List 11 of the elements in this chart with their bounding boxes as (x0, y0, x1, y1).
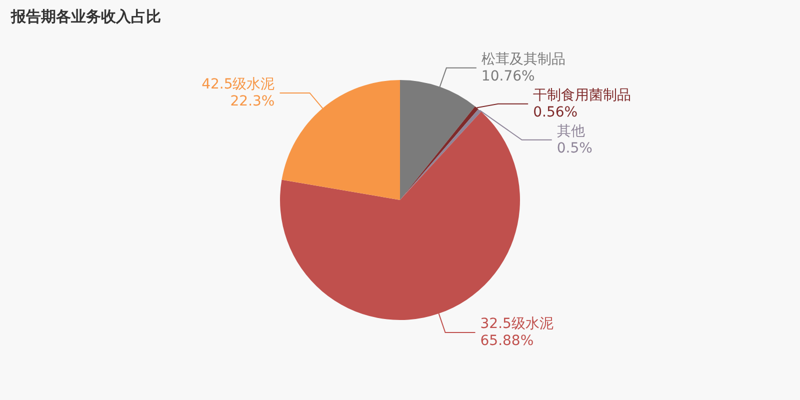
slice-label: 干制食用菌制品 (533, 87, 632, 104)
slice-label: 其他 (556, 123, 585, 140)
data-label: 0.56% (533, 104, 578, 120)
slice-label: 42.5级水泥 (202, 76, 275, 92)
slice-label: 32.5级水泥 (480, 316, 554, 332)
data-label: 65.88% (480, 332, 534, 349)
data-label: 22.3% (230, 93, 275, 110)
slice-label: 松茸及其制品 (481, 51, 566, 68)
data-label: 10.76% (481, 68, 535, 84)
chart-title: 报告期各业务收入占比 (10, 8, 161, 26)
data-label: 0.5% (556, 140, 592, 156)
